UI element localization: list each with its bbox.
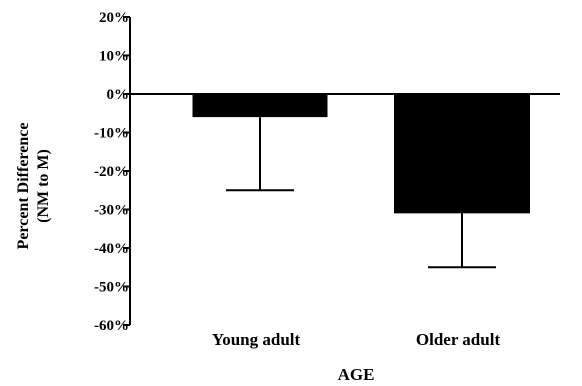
y-tick-label-7: -50%: [94, 280, 129, 296]
y-tick-label-2: 0%: [107, 87, 130, 103]
x-axis-title: AGE: [338, 365, 375, 384]
y-axis-title-line-1: Percent Difference: [15, 123, 32, 250]
y-tick-label-0: 20%: [99, 10, 129, 26]
y-axis-title-line-2: (NM to M): [35, 149, 52, 223]
y-tick-label-6: -40%: [94, 241, 129, 257]
y-tick-label-1: 10%: [99, 49, 129, 65]
x-category-label-1: Older adult: [416, 330, 501, 349]
bar-1: [394, 94, 530, 214]
y-tick-label-3: -10%: [94, 126, 129, 142]
y-tick-label-8: -60%: [94, 318, 129, 334]
x-category-label-0: Young adult: [212, 330, 301, 349]
y-tick-label-4: -20%: [94, 164, 129, 180]
bar-0: [192, 94, 328, 118]
y-tick-label-5: -30%: [94, 203, 129, 219]
